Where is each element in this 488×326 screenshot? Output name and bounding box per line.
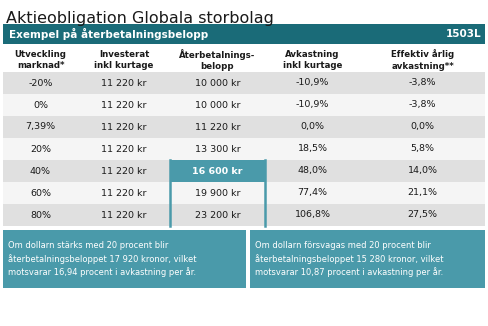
Text: 27,5%: 27,5% xyxy=(407,211,438,219)
Text: Aktieobligation Globala storbolag: Aktieobligation Globala storbolag xyxy=(6,11,274,26)
Text: Återbetalnings-
belopp: Återbetalnings- belopp xyxy=(179,49,256,71)
Bar xyxy=(3,94,485,116)
Text: 16 600 kr: 16 600 kr xyxy=(192,167,243,175)
Text: Investerat
inkl kurtage: Investerat inkl kurtage xyxy=(94,50,154,70)
Text: 11 220 kr: 11 220 kr xyxy=(101,167,147,175)
Text: 11 220 kr: 11 220 kr xyxy=(101,123,147,131)
Text: 0,0%: 0,0% xyxy=(410,123,434,131)
Text: 11 220 kr: 11 220 kr xyxy=(101,144,147,154)
Text: 1503L: 1503L xyxy=(446,29,481,39)
Bar xyxy=(3,138,485,160)
Text: 21,1%: 21,1% xyxy=(407,188,438,198)
Text: -3,8%: -3,8% xyxy=(409,79,436,87)
Text: -10,9%: -10,9% xyxy=(296,79,329,87)
Text: 48,0%: 48,0% xyxy=(298,167,327,175)
Bar xyxy=(3,160,485,182)
Text: 106,8%: 106,8% xyxy=(294,211,330,219)
Bar xyxy=(3,24,485,44)
Text: 19 900 kr: 19 900 kr xyxy=(195,188,240,198)
Bar xyxy=(3,182,485,204)
Bar xyxy=(3,204,485,226)
Text: Om dollarn försvagas med 20 procent blir
återbetalningsbeloppet 15 280 kronor, v: Om dollarn försvagas med 20 procent blir… xyxy=(255,241,444,277)
Text: 10 000 kr: 10 000 kr xyxy=(195,79,240,87)
Bar xyxy=(3,116,485,138)
Bar xyxy=(170,160,265,182)
Text: 23 200 kr: 23 200 kr xyxy=(195,211,240,219)
Text: Effektiv årlig
avkastning**: Effektiv årlig avkastning** xyxy=(391,50,454,70)
Text: 10 000 kr: 10 000 kr xyxy=(195,100,240,110)
Bar xyxy=(3,72,485,94)
Bar xyxy=(250,230,485,288)
Text: 13 300 kr: 13 300 kr xyxy=(195,144,241,154)
Text: 80%: 80% xyxy=(30,211,51,219)
Text: 20%: 20% xyxy=(30,144,51,154)
Text: 77,4%: 77,4% xyxy=(298,188,327,198)
Text: 40%: 40% xyxy=(30,167,51,175)
Text: 7,39%: 7,39% xyxy=(25,123,56,131)
Text: Utveckling
marknad*: Utveckling marknad* xyxy=(15,50,66,70)
Text: 11 220 kr: 11 220 kr xyxy=(101,188,147,198)
Text: 18,5%: 18,5% xyxy=(298,144,327,154)
Text: 11 220 kr: 11 220 kr xyxy=(101,79,147,87)
Text: 14,0%: 14,0% xyxy=(407,167,438,175)
Text: 11 220 kr: 11 220 kr xyxy=(101,100,147,110)
Text: -20%: -20% xyxy=(28,79,53,87)
Text: 5,8%: 5,8% xyxy=(410,144,434,154)
Text: -3,8%: -3,8% xyxy=(409,100,436,110)
Text: 0%: 0% xyxy=(33,100,48,110)
Text: -10,9%: -10,9% xyxy=(296,100,329,110)
Text: 11 220 kr: 11 220 kr xyxy=(195,123,240,131)
Bar xyxy=(3,230,246,288)
Text: 60%: 60% xyxy=(30,188,51,198)
Text: 0,0%: 0,0% xyxy=(301,123,325,131)
Text: 11 220 kr: 11 220 kr xyxy=(101,211,147,219)
Text: Avkastning
inkl kurtage: Avkastning inkl kurtage xyxy=(283,50,342,70)
Text: Om dollarn stärks med 20 procent blir
återbetalningsbeloppet 17 920 kronor, vilk: Om dollarn stärks med 20 procent blir åt… xyxy=(8,241,197,277)
Text: Exempel på återbetalningsbelopp: Exempel på återbetalningsbelopp xyxy=(9,28,208,40)
